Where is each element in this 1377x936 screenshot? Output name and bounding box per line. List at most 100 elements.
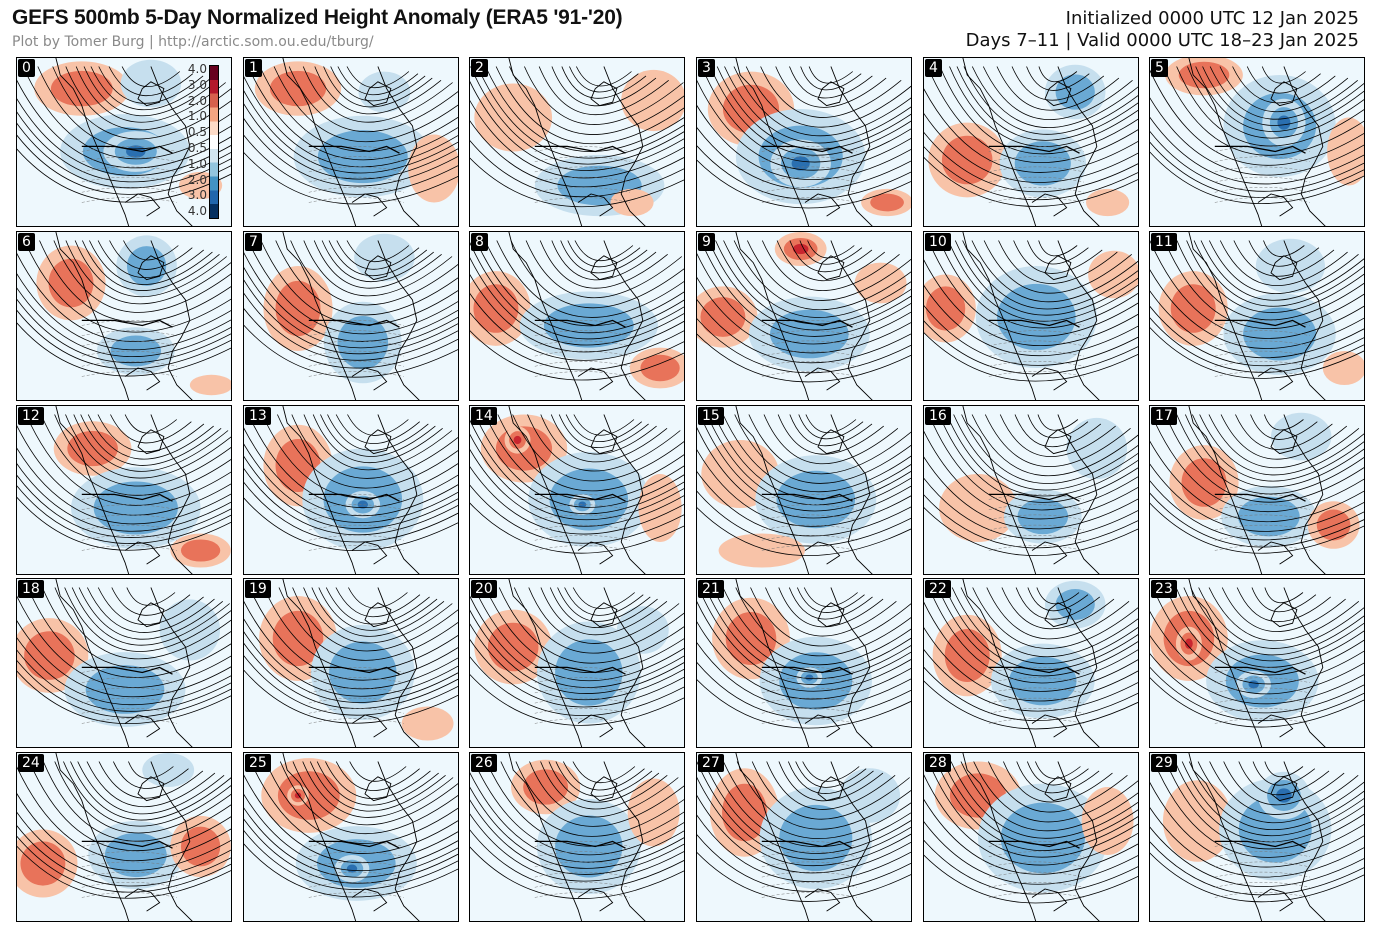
- coastline: [137, 776, 165, 802]
- thickness-line: [988, 187, 1084, 193]
- coastline: [577, 714, 614, 738]
- us-canada-border: [1214, 666, 1306, 675]
- contour-line: [311, 587, 445, 637]
- contour-line: [697, 776, 911, 867]
- anomaly-map-2: [470, 58, 684, 226]
- contour-line: [928, 240, 1138, 337]
- contour-line: [551, 66, 657, 107]
- coastline: [1188, 232, 1263, 400]
- contour-line: [1208, 240, 1359, 294]
- anomaly-region: [1248, 680, 1259, 689]
- us-canada-border: [81, 666, 173, 675]
- contour-line: [1165, 761, 1364, 850]
- contour-line: [485, 761, 684, 847]
- coastline: [577, 888, 614, 912]
- member-panel-11: 11: [1149, 231, 1365, 401]
- contour-line: [996, 66, 1120, 111]
- coastline: [150, 240, 193, 400]
- contour-line: [512, 414, 684, 482]
- contour-line: [748, 414, 911, 475]
- contour-line: [17, 273, 231, 351]
- coastline: [364, 776, 392, 802]
- contour-line: [17, 595, 231, 688]
- contour-line: [312, 414, 443, 463]
- contour-line: [789, 414, 873, 447]
- contour-line: [1027, 587, 1089, 612]
- contour-line: [924, 798, 1138, 875]
- contour-line: [497, 414, 684, 492]
- thickness-line: [1214, 892, 1310, 898]
- thickness-line: [761, 708, 857, 714]
- thickness-line: [1214, 667, 1310, 673]
- contour-line: [330, 66, 426, 102]
- coastline: [817, 429, 845, 455]
- thickness-line: [534, 371, 630, 377]
- contour-line: [723, 761, 911, 839]
- coastline: [603, 66, 646, 226]
- anomaly-region: [48, 258, 94, 308]
- contour-line: [1150, 653, 1364, 714]
- coastline: [124, 367, 161, 391]
- contour-line: [924, 156, 1138, 207]
- contour-line: [1202, 66, 1364, 126]
- contour-line: [938, 414, 1138, 503]
- contour-line: [470, 638, 684, 708]
- contour-line: [75, 66, 226, 123]
- thickness-line: [308, 535, 404, 541]
- thickness-line: [1214, 545, 1310, 551]
- coastline: [830, 761, 873, 921]
- contour-line: [558, 414, 649, 448]
- contour-line: [515, 761, 684, 827]
- height-contours: [17, 587, 231, 725]
- contour-line: [697, 761, 911, 860]
- height-contours: [17, 66, 231, 203]
- contour-line: [86, 761, 216, 807]
- contour-line: [335, 587, 421, 618]
- contour-line: [470, 139, 684, 198]
- thickness-contours: [81, 667, 177, 724]
- coastline: [508, 406, 583, 574]
- coastline: [590, 255, 618, 281]
- us-canada-border: [988, 840, 1080, 849]
- coastlines: [508, 579, 646, 747]
- contour-line: [275, 240, 458, 316]
- coastline: [1057, 761, 1100, 921]
- coastlines: [962, 579, 1100, 747]
- contour-line: [1150, 268, 1364, 349]
- contour-line: [988, 761, 1128, 813]
- thickness-line: [761, 861, 857, 868]
- contour-line: [1208, 587, 1360, 642]
- thickness-line: [988, 841, 1084, 847]
- contour-line: [557, 587, 651, 622]
- thickness-line: [81, 504, 177, 510]
- us-canada-border: [761, 840, 853, 849]
- contour-line: [1209, 66, 1358, 120]
- thickness-line: [988, 892, 1084, 898]
- thickness-line: [761, 494, 857, 500]
- thickness-line: [988, 535, 1084, 541]
- thickness-line: [308, 146, 404, 152]
- contour-line: [697, 252, 911, 345]
- contour-line: [697, 794, 911, 874]
- anomaly-region: [1316, 509, 1351, 541]
- member-label: 6: [18, 233, 35, 251]
- anomaly-region: [24, 631, 75, 680]
- member-panel-18: 18: [16, 578, 232, 748]
- contour-line: [1248, 240, 1320, 267]
- anomaly-map-15: [697, 406, 911, 574]
- anomaly-map-7: [244, 232, 458, 400]
- thickness-line: [988, 677, 1084, 683]
- coastline: [150, 66, 193, 226]
- height-contours: [697, 761, 911, 902]
- coastline: [1188, 579, 1263, 747]
- contour-line: [74, 240, 227, 298]
- thickness-line: [81, 197, 177, 203]
- coastlines: [55, 579, 193, 747]
- coastline: [124, 193, 161, 217]
- member-label: 5: [1151, 59, 1168, 77]
- contour-line: [470, 771, 684, 863]
- contour-line: [924, 601, 1138, 692]
- contour-line: [1026, 761, 1089, 786]
- contour-line: [25, 414, 231, 506]
- thickness-line: [308, 687, 404, 694]
